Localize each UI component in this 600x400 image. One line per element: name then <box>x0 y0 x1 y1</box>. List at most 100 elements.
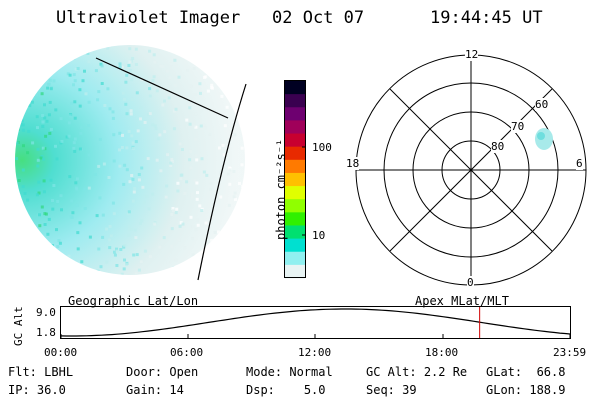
emission-pixel <box>189 166 193 170</box>
colorbar-segment <box>285 133 305 148</box>
emission-pixel <box>78 221 82 225</box>
emission-pixel <box>99 62 103 66</box>
emission-pixel <box>230 89 234 93</box>
emission-pixel <box>175 207 179 211</box>
info-dsp: Dsp: 5.0 <box>246 383 326 397</box>
emission-pixel <box>76 247 80 251</box>
emission-pixel <box>57 239 61 243</box>
emission-pixel <box>18 227 22 231</box>
emission-pixel <box>161 64 165 68</box>
door-value: Open <box>169 365 199 379</box>
emission-pixel <box>56 200 60 203</box>
emission-pixel <box>200 157 204 161</box>
emission-pixel <box>18 222 22 226</box>
emission-pixel <box>123 244 127 248</box>
emission-pixel <box>118 65 122 69</box>
emission-pixel <box>248 197 251 200</box>
emission-pixel <box>43 103 46 107</box>
emission-pixel <box>40 205 44 209</box>
emission-pixel <box>125 73 129 77</box>
emission-pixel <box>127 64 131 67</box>
emission-pixel <box>142 200 146 204</box>
emission-pixel <box>174 107 178 111</box>
emission-pixel <box>241 185 244 189</box>
emission-pixel <box>137 178 141 182</box>
emission-pixel <box>206 89 210 93</box>
emission-pixel <box>38 246 42 249</box>
emission-pixel <box>159 64 163 68</box>
colorbar-segment <box>285 81 305 95</box>
auroral-emission-spot-core <box>537 132 545 140</box>
emission-pixel <box>249 52 252 55</box>
glat-value: 66.8 <box>536 365 566 379</box>
emission-pixel <box>15 91 19 95</box>
emission-pixel <box>143 249 147 253</box>
emission-pixel <box>226 69 230 73</box>
emission-pixel <box>81 45 85 48</box>
emission-pixel <box>123 258 126 262</box>
timeline-x-tick-0600: 06:00 <box>170 346 204 359</box>
emission-pixel <box>42 157 46 161</box>
info-glon: GLon: 188.9 <box>486 383 566 397</box>
emission-pixel <box>26 198 30 202</box>
emission-pixel <box>35 115 39 119</box>
emission-pixel <box>247 148 250 151</box>
emission-pixel <box>179 221 183 225</box>
emission-pixel <box>139 260 143 264</box>
emission-pixel <box>49 127 53 131</box>
emission-pixel <box>130 174 134 177</box>
emission-pixel <box>210 238 214 242</box>
emission-pixel <box>147 207 151 211</box>
emission-pixel <box>200 273 203 275</box>
emission-pixel <box>164 195 168 199</box>
emission-pixel <box>86 51 90 55</box>
emission-pixel <box>122 267 126 271</box>
emission-pixel <box>153 124 157 128</box>
emission-pixel <box>43 212 47 216</box>
emission-pixel <box>226 172 230 176</box>
emission-pixel <box>122 182 126 186</box>
emission-pixel <box>100 64 104 68</box>
lat-lon-grid-line <box>95 57 229 119</box>
emission-pixel <box>79 126 83 130</box>
emission-pixel <box>173 58 177 62</box>
emission-pixel <box>242 241 245 245</box>
info-seq: Seq: 39 <box>366 383 417 397</box>
emission-pixel <box>87 124 91 128</box>
mlt-label-18: 18 <box>346 157 360 170</box>
emission-pixel <box>31 96 35 99</box>
emission-pixel <box>59 117 63 121</box>
emission-pixel <box>158 245 162 249</box>
emission-pixel <box>158 133 162 137</box>
emission-pixel <box>44 72 48 76</box>
emission-pixel <box>170 213 174 216</box>
emission-pixel <box>125 168 129 172</box>
emission-pixel <box>156 137 160 141</box>
emission-pixel <box>191 253 195 257</box>
filter-value: LBHL <box>44 365 74 379</box>
emission-pixel <box>198 204 202 208</box>
emission-pixel <box>128 60 132 64</box>
emission-pixel <box>128 180 132 184</box>
emission-pixel <box>128 68 132 72</box>
emission-pixel <box>131 141 135 145</box>
emission-pixel <box>151 123 155 127</box>
emission-pixel <box>125 146 129 150</box>
emission-pixel <box>188 158 192 162</box>
emission-pixel <box>34 49 38 53</box>
timeline-y-axis-label: GC Alt <box>12 306 25 346</box>
emission-pixel <box>168 76 172 80</box>
emission-pixel <box>190 195 194 199</box>
emission-pixel <box>71 211 75 215</box>
emission-pixel <box>205 58 209 62</box>
emission-pixel <box>20 79 24 83</box>
emission-pixel <box>235 231 239 235</box>
emission-pixel <box>54 108 58 112</box>
emission-pixel <box>113 250 116 254</box>
emission-pixel <box>55 228 58 232</box>
emission-pixel <box>113 73 117 77</box>
emission-pixel <box>237 115 241 119</box>
emission-pixel <box>188 106 192 110</box>
emission-pixel <box>36 164 40 168</box>
emission-pixel <box>105 227 109 231</box>
